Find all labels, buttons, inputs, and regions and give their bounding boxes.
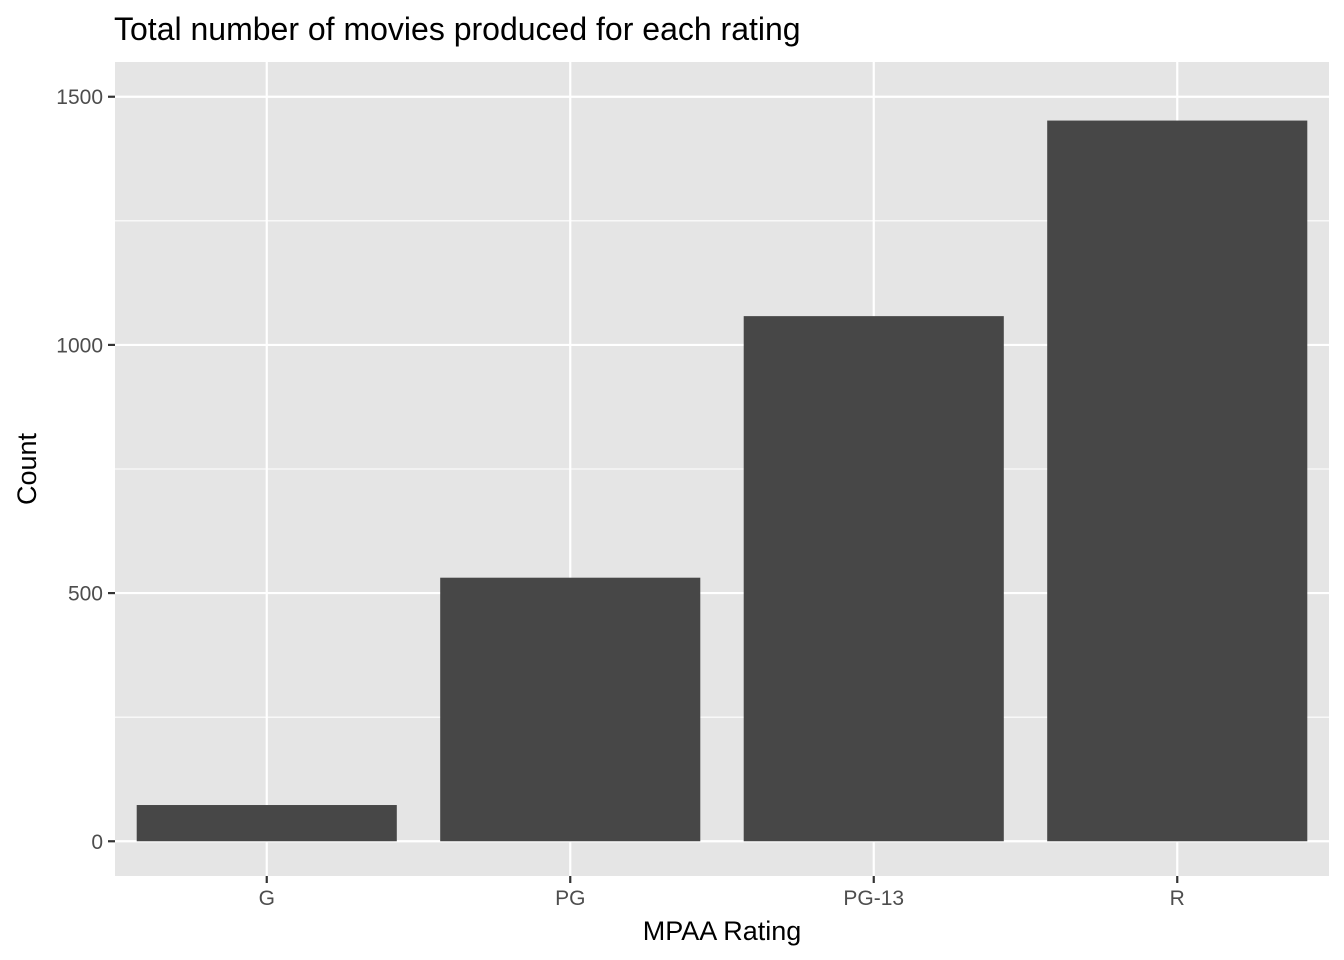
chart-title: Total number of movies produced for each… [114, 11, 801, 47]
bars [136, 120, 1308, 842]
x-tick-label: PG [555, 887, 585, 910]
x-axis-title: MPAA Rating [643, 916, 802, 946]
bar-pg-13 [743, 316, 1004, 842]
bar-r [1047, 120, 1308, 842]
x-tick-label: PG-13 [843, 887, 904, 910]
y-axis-title: Count [12, 432, 42, 505]
x-tick-label: R [1170, 887, 1185, 910]
y-tick-label: 1000 [56, 334, 103, 357]
bar-pg [440, 577, 701, 842]
bar-g [136, 805, 397, 842]
y-tick-label: 0 [91, 831, 103, 854]
y-tick-label: 500 [68, 583, 103, 606]
y-tick-label: 1500 [56, 86, 103, 109]
x-axis: G PG PG-13 R [259, 876, 1185, 910]
x-tick-label: G [259, 887, 275, 910]
y-axis: 0 500 1000 1500 [56, 86, 115, 854]
